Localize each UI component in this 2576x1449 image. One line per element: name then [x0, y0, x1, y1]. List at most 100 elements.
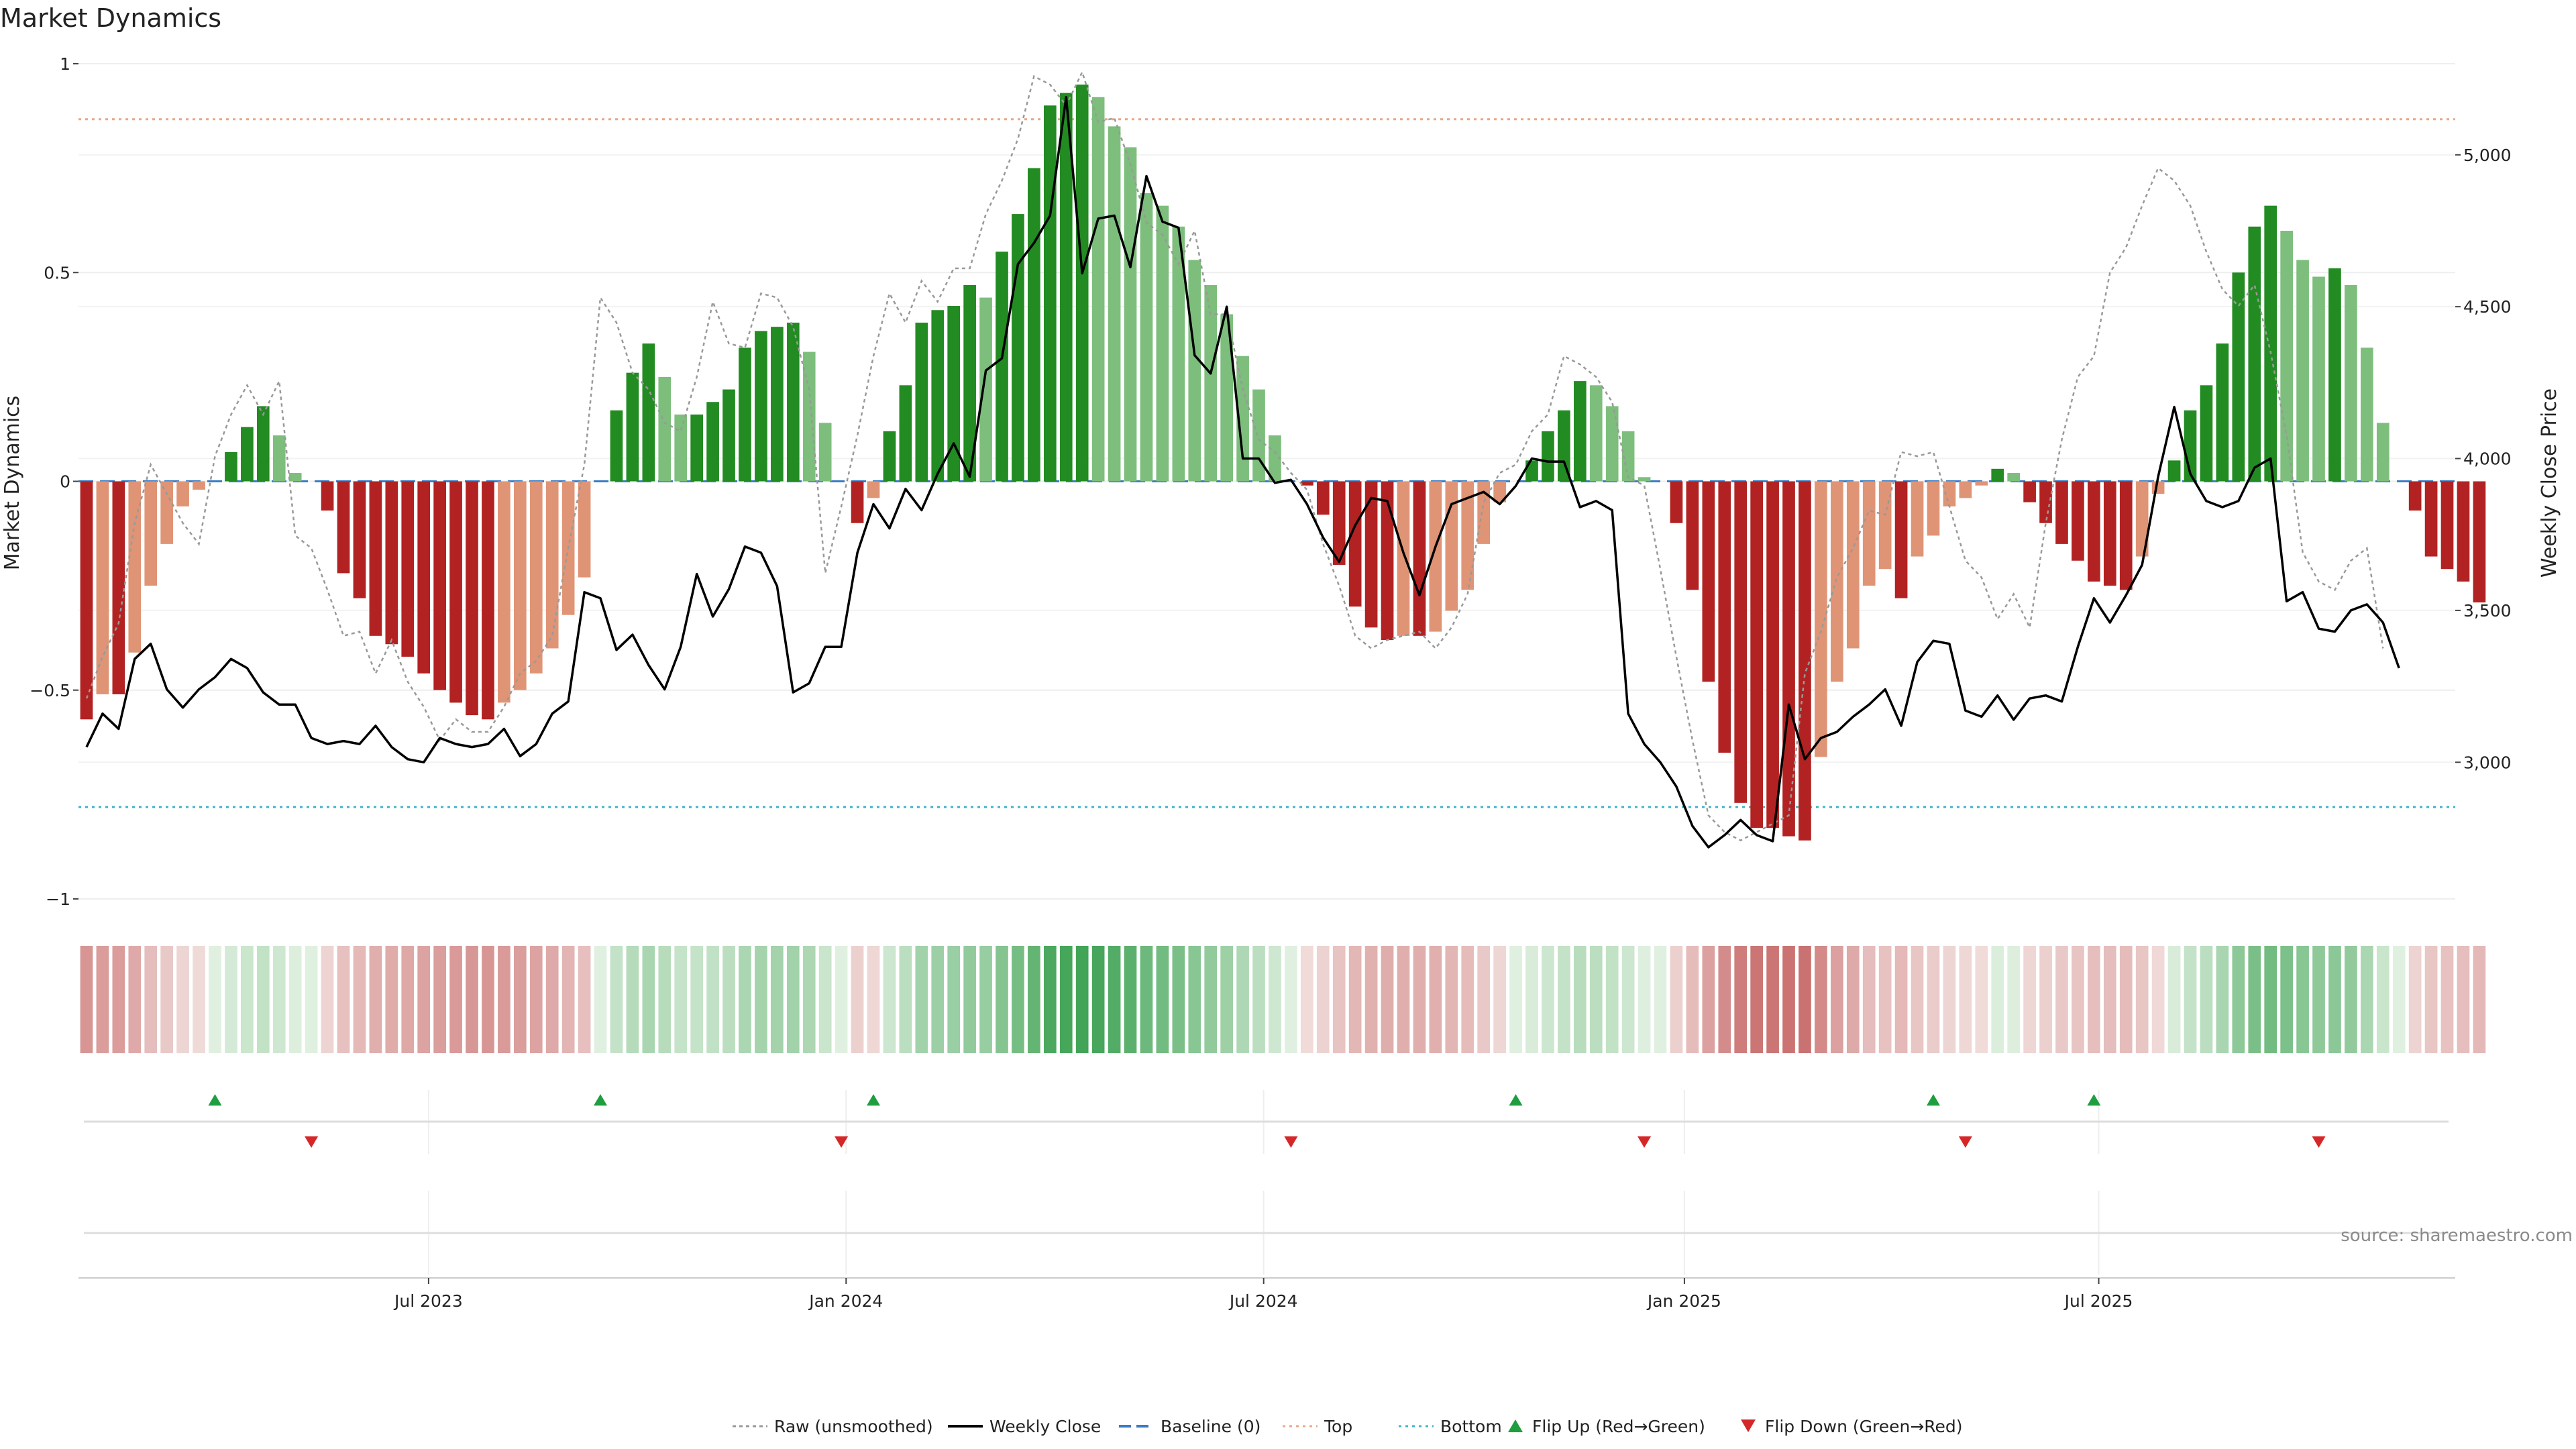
dynamics-bar	[722, 389, 735, 482]
heat-cell	[1028, 946, 1040, 1053]
heat-cell	[241, 946, 254, 1053]
y2-axis-label: Weekly Close Price	[2538, 388, 2561, 578]
dynamics-bar	[193, 481, 205, 490]
heat-cell	[1075, 946, 1089, 1053]
heat-cell	[674, 946, 688, 1053]
dynamics-bar	[2039, 481, 2052, 523]
heat-cell	[1269, 946, 1281, 1053]
heat-cell	[947, 946, 961, 1053]
heat-cell	[288, 946, 302, 1053]
dynamics-bar	[1140, 193, 1153, 482]
x-tick-label: Jul 2023	[393, 1291, 463, 1311]
dynamics-bar	[947, 306, 961, 482]
heat-cell	[1477, 946, 1491, 1053]
heat-cell	[1252, 946, 1265, 1053]
heat-cell	[996, 946, 1008, 1053]
heat-cell	[642, 946, 655, 1053]
heat-cell	[2119, 946, 2133, 1053]
heat-cell	[2264, 946, 2277, 1053]
heat-cell	[1316, 946, 1330, 1053]
dynamics-bar	[256, 406, 270, 482]
heat-cell	[1348, 946, 1362, 1053]
heat-cell	[561, 946, 575, 1053]
heat-cell	[2360, 946, 2373, 1053]
heat-cell	[2167, 946, 2181, 1053]
heat-cell	[1718, 946, 1731, 1053]
heat-cell	[2088, 946, 2100, 1053]
dynamics-bar	[1397, 481, 1410, 636]
heat-cell	[2103, 946, 2116, 1053]
dynamics-bar	[1991, 468, 2004, 482]
heat-cell	[1429, 946, 1442, 1053]
x-axis-ticks: Jul 2023 Jan 2024 Jul 2024 Jan 2025 Jul 2025	[78, 1277, 2455, 1311]
dynamics-bar	[1316, 481, 1330, 515]
flip-up-marker	[594, 1094, 608, 1106]
heat-cell	[2392, 946, 2406, 1053]
dynamics-bar	[2280, 231, 2293, 482]
dynamics-bar	[2023, 481, 2036, 502]
x-tick-label: Jan 2025	[1646, 1291, 1721, 1311]
x-tick-label: Jul 2025	[2063, 1291, 2133, 1311]
heat-cell	[1831, 946, 1843, 1053]
heat-cell	[1140, 946, 1153, 1053]
dynamics-bar	[1124, 147, 1137, 482]
dynamics-bar	[2328, 268, 2341, 482]
heat-cell	[466, 946, 478, 1053]
dynamics-bar	[1558, 410, 1570, 482]
dynamics-bar	[160, 481, 174, 544]
left-axis-ticks: 1 0.5 0 −0.5 −1	[30, 54, 78, 909]
heat-cell	[1605, 946, 1619, 1053]
heat-cell	[2184, 946, 2197, 1053]
dynamics-bar	[529, 481, 543, 674]
dynamics-bar	[1734, 481, 1748, 803]
heat-cell	[1638, 946, 1651, 1053]
heat-cell	[1750, 946, 1763, 1053]
heat-cell	[2072, 946, 2084, 1053]
heat-cell	[979, 946, 992, 1053]
heat-cell	[1220, 946, 1233, 1053]
right-axis-ticks: 5,000 4,500 4,000 3,500 3,000	[2455, 146, 2512, 772]
heat-cell	[1654, 946, 1667, 1053]
dynamics-bar	[1220, 314, 1233, 482]
dynamics-bar	[401, 481, 415, 657]
heat-cell	[818, 946, 832, 1053]
legend-label: Flip Down (Green→Red)	[1765, 1417, 1963, 1436]
heat-cell	[1846, 946, 1860, 1053]
heat-cell	[1766, 946, 1779, 1053]
heat-cell	[2312, 946, 2325, 1053]
dynamics-bar	[1975, 481, 1988, 486]
heat-cell	[1204, 946, 1218, 1053]
weekly-close-line	[85, 96, 2400, 849]
heat-cell	[658, 946, 672, 1053]
heat-cell	[1862, 946, 1876, 1053]
flip-down-marker	[1638, 1136, 1652, 1148]
dynamics-bar	[1702, 481, 1715, 682]
legend-label: Baseline (0)	[1161, 1417, 1260, 1436]
dynamics-bar	[1943, 481, 1956, 506]
heat-cell	[851, 946, 864, 1053]
heat-cell	[369, 946, 382, 1053]
source-credit: source: sharemaestro.com	[2341, 1226, 2573, 1246]
dynamics-bars	[80, 85, 2486, 841]
dynamics-bar	[690, 414, 703, 482]
heat-cell	[128, 946, 142, 1053]
heat-cell	[545, 946, 559, 1053]
flip-up-marker	[1926, 1094, 1940, 1106]
flip-up-marker	[208, 1094, 222, 1106]
dynamics-bar	[867, 481, 880, 498]
dynamics-bar	[1799, 481, 1811, 841]
heat-cell	[498, 946, 511, 1053]
dynamics-bar	[2312, 276, 2325, 482]
dynamics-bar	[706, 402, 719, 482]
dynamics-bar	[2216, 343, 2229, 482]
dynamics-bar	[1156, 205, 1169, 482]
dynamics-bar	[385, 481, 398, 645]
dynamics-bar	[2360, 347, 2373, 482]
heat-cell	[2376, 946, 2390, 1053]
heat-cell	[1188, 946, 1201, 1053]
heat-cell	[2232, 946, 2245, 1053]
heat-cell	[2424, 946, 2438, 1053]
heat-cell	[1445, 946, 1458, 1053]
heat-cell	[883, 946, 896, 1053]
dynamics-bar	[2248, 226, 2261, 482]
